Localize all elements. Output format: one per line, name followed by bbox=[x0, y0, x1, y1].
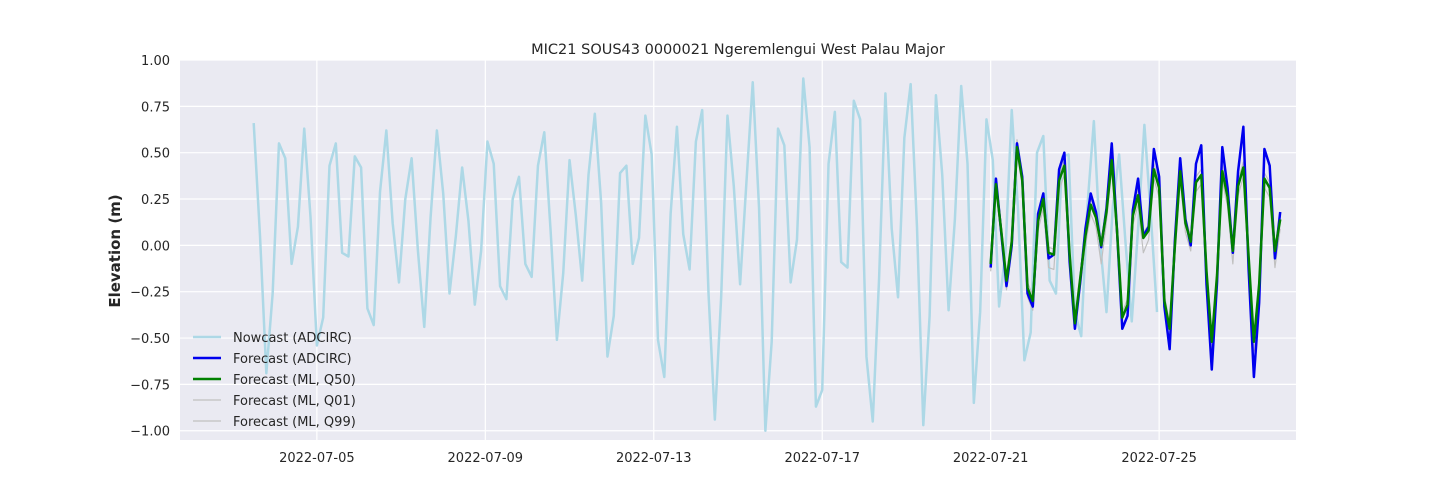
x-tick-label: 2022-07-25 bbox=[1121, 451, 1197, 466]
y-tick-label: −0.50 bbox=[130, 332, 170, 347]
y-tick-label: −0.75 bbox=[130, 378, 170, 393]
y-tick-label: 0.50 bbox=[141, 147, 170, 162]
x-tick-label: 2022-07-17 bbox=[784, 451, 860, 466]
y-tick-labels: 1.00 0.75 0.50 0.25 0.00 −0.25 −0.50 −0.75 −1.00 bbox=[130, 54, 170, 440]
legend-label: Forecast (ML, Q01) bbox=[233, 394, 356, 409]
y-tick-label: 1.00 bbox=[141, 54, 170, 69]
legend-label: Forecast (ML, Q99) bbox=[233, 415, 356, 430]
series-line-forecast-ml-q50 bbox=[989, 145, 1282, 344]
series-line-nowcast-adcirc bbox=[252, 77, 1159, 432]
y-tick-label: 0.00 bbox=[141, 239, 170, 254]
x-tick-label: 2022-07-21 bbox=[953, 451, 1029, 466]
y-tick-label: −0.25 bbox=[130, 286, 170, 301]
y-tick-label: 0.75 bbox=[141, 100, 170, 115]
y-axis-label: Elevation (m) bbox=[106, 194, 124, 307]
legend: Nowcast (ADCIRC) Forecast (ADCIRC) Forecas… bbox=[193, 331, 356, 430]
series-lines bbox=[252, 77, 1282, 432]
x-tick-label: 2022-07-09 bbox=[448, 451, 524, 466]
y-tick-label: −1.00 bbox=[130, 425, 170, 440]
legend-label: Forecast (ADCIRC) bbox=[233, 352, 352, 367]
x-tick-label: 2022-07-05 bbox=[279, 451, 355, 466]
x-tick-labels: 2022-07-05 2022-07-09 2022-07-13 2022-07-17… bbox=[279, 451, 1197, 466]
chart-title: MIC21 SOUS43 0000021 Ngeremlengui West P… bbox=[531, 42, 945, 58]
legend-label: Nowcast (ADCIRC) bbox=[233, 331, 352, 346]
legend-label: Forecast (ML, Q50) bbox=[233, 373, 356, 388]
y-tick-label: 0.25 bbox=[141, 193, 170, 208]
x-tick-label: 2022-07-13 bbox=[616, 451, 692, 466]
